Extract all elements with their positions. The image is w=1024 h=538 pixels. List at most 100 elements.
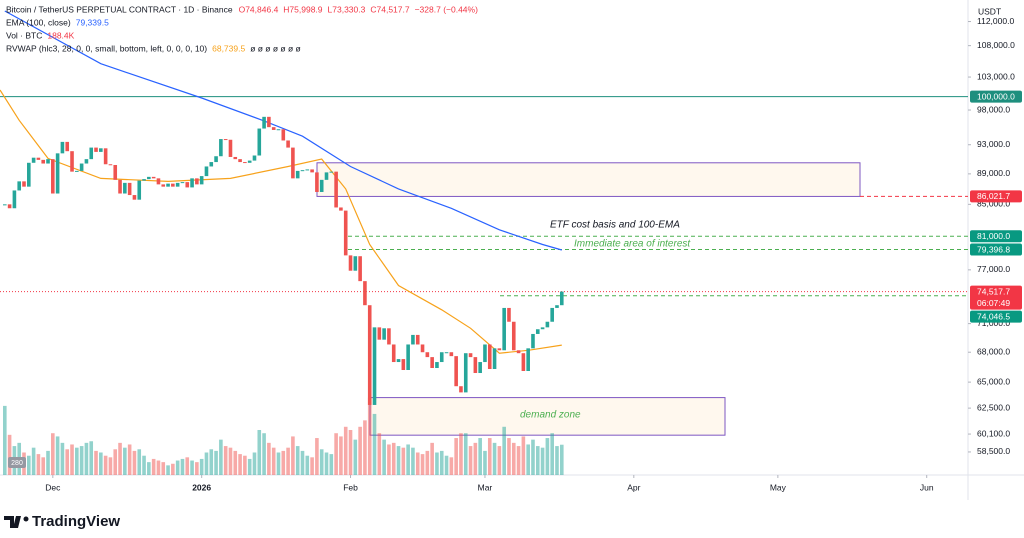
candle-body [430, 357, 434, 369]
annotation: Immediate area of interest [574, 239, 691, 250]
candle-body [60, 141, 65, 154]
candle-body [401, 359, 406, 371]
volume-bar [363, 420, 367, 475]
candle-body [175, 182, 180, 187]
candle-body [147, 176, 151, 180]
candle-body [382, 328, 386, 340]
volume-bar [478, 438, 482, 475]
volume-bar [123, 447, 127, 475]
volume-bar [507, 438, 511, 475]
legend-label: RVWAP (hlc3, 28, 0, 0, small, bottom, le… [6, 43, 207, 53]
candle-body [166, 183, 170, 187]
y-tick-label: 85,000.0 [977, 199, 1010, 209]
candle-body [214, 156, 218, 163]
volume-bar [166, 465, 170, 475]
volume-bar [343, 426, 348, 475]
price-tag-label: 86,021.7 [977, 191, 1010, 201]
volume-bar [286, 447, 290, 475]
candle-body [79, 163, 84, 171]
x-tick-label: Dec [45, 482, 61, 492]
volume-bar [531, 439, 535, 475]
volume-bar [372, 413, 377, 475]
volume-bar [415, 452, 420, 475]
y-tick-label: 112,000.0 [977, 16, 1014, 26]
candle-body [531, 333, 535, 349]
y-tick-label: 108,000.0 [977, 40, 1015, 50]
candle-body [65, 141, 70, 152]
volume-bar [204, 452, 209, 475]
y-tick-label: 93,000.0 [977, 139, 1010, 149]
volume-bar [319, 449, 324, 475]
zone [316, 162, 861, 197]
volume-bar [41, 457, 46, 475]
legend-value: 79,339.5 [76, 17, 109, 27]
volume-bar [439, 450, 444, 475]
volume-bar [262, 433, 266, 475]
candle-body [473, 357, 478, 374]
y-tick-label: 77,000.0 [977, 264, 1010, 274]
candle-body [363, 281, 367, 306]
legend-label: Vol · BTC [6, 30, 42, 40]
candle-body [483, 344, 487, 363]
candle-body [195, 178, 199, 185]
volume-bar [353, 439, 358, 475]
price-tag [970, 310, 1022, 323]
y-tick-label: 89,000.0 [977, 168, 1010, 178]
y-tick-label: 58,500.0 [977, 446, 1010, 456]
volume-bar [295, 446, 300, 475]
candle-body [295, 170, 300, 179]
volume-bar [291, 436, 295, 475]
candle-body [415, 334, 420, 345]
candle-body [99, 148, 103, 152]
volume-bar [75, 447, 79, 475]
price-tag-label: 81,000.0 [977, 231, 1010, 241]
volume-bar [31, 447, 36, 475]
x-tick-label: 2026 [192, 482, 211, 492]
volume-bar [3, 405, 7, 475]
candle-body [511, 321, 516, 351]
candle-body [46, 159, 50, 164]
candle-body [3, 204, 7, 206]
volume-bar [348, 430, 353, 475]
candle-body [127, 182, 132, 196]
candle-body [161, 184, 166, 187]
price-tag [970, 230, 1022, 243]
candle-body [444, 352, 449, 354]
candle-body [449, 352, 454, 357]
candle-body [89, 147, 94, 160]
volume-bar [387, 444, 391, 475]
candle-body [507, 307, 511, 322]
volume-bar [526, 444, 530, 475]
volume-bar [305, 455, 310, 475]
volume-bar [271, 447, 276, 475]
volume-bar [267, 442, 271, 475]
volume-bar [511, 442, 516, 475]
candle-body [555, 305, 559, 308]
volume-bar [334, 433, 338, 475]
candle-body [31, 157, 36, 163]
volume-bar [209, 449, 214, 475]
volume-bar [329, 454, 334, 475]
candle-body [377, 327, 382, 340]
candle-body [118, 179, 122, 194]
volume-bar [555, 446, 559, 475]
volume-bar [492, 442, 497, 475]
volume-bar [257, 430, 262, 475]
price-tag [970, 190, 1022, 203]
volume-bar [60, 442, 65, 475]
candle-body [559, 291, 564, 306]
volume-bar [108, 457, 113, 475]
candle-body [22, 181, 26, 187]
volume-bar [103, 455, 108, 475]
candle-body [209, 162, 214, 167]
volume-bar [339, 436, 343, 475]
volume-bar [219, 439, 223, 475]
candle-body [540, 327, 545, 330]
volume-bar [483, 450, 487, 475]
x-tick-label: Feb [343, 482, 358, 492]
volume-bar [449, 457, 454, 475]
volume-bar [367, 397, 372, 475]
x-tick-label: Jun [920, 482, 934, 492]
candle-body [487, 344, 492, 370]
candle-body [300, 170, 305, 172]
